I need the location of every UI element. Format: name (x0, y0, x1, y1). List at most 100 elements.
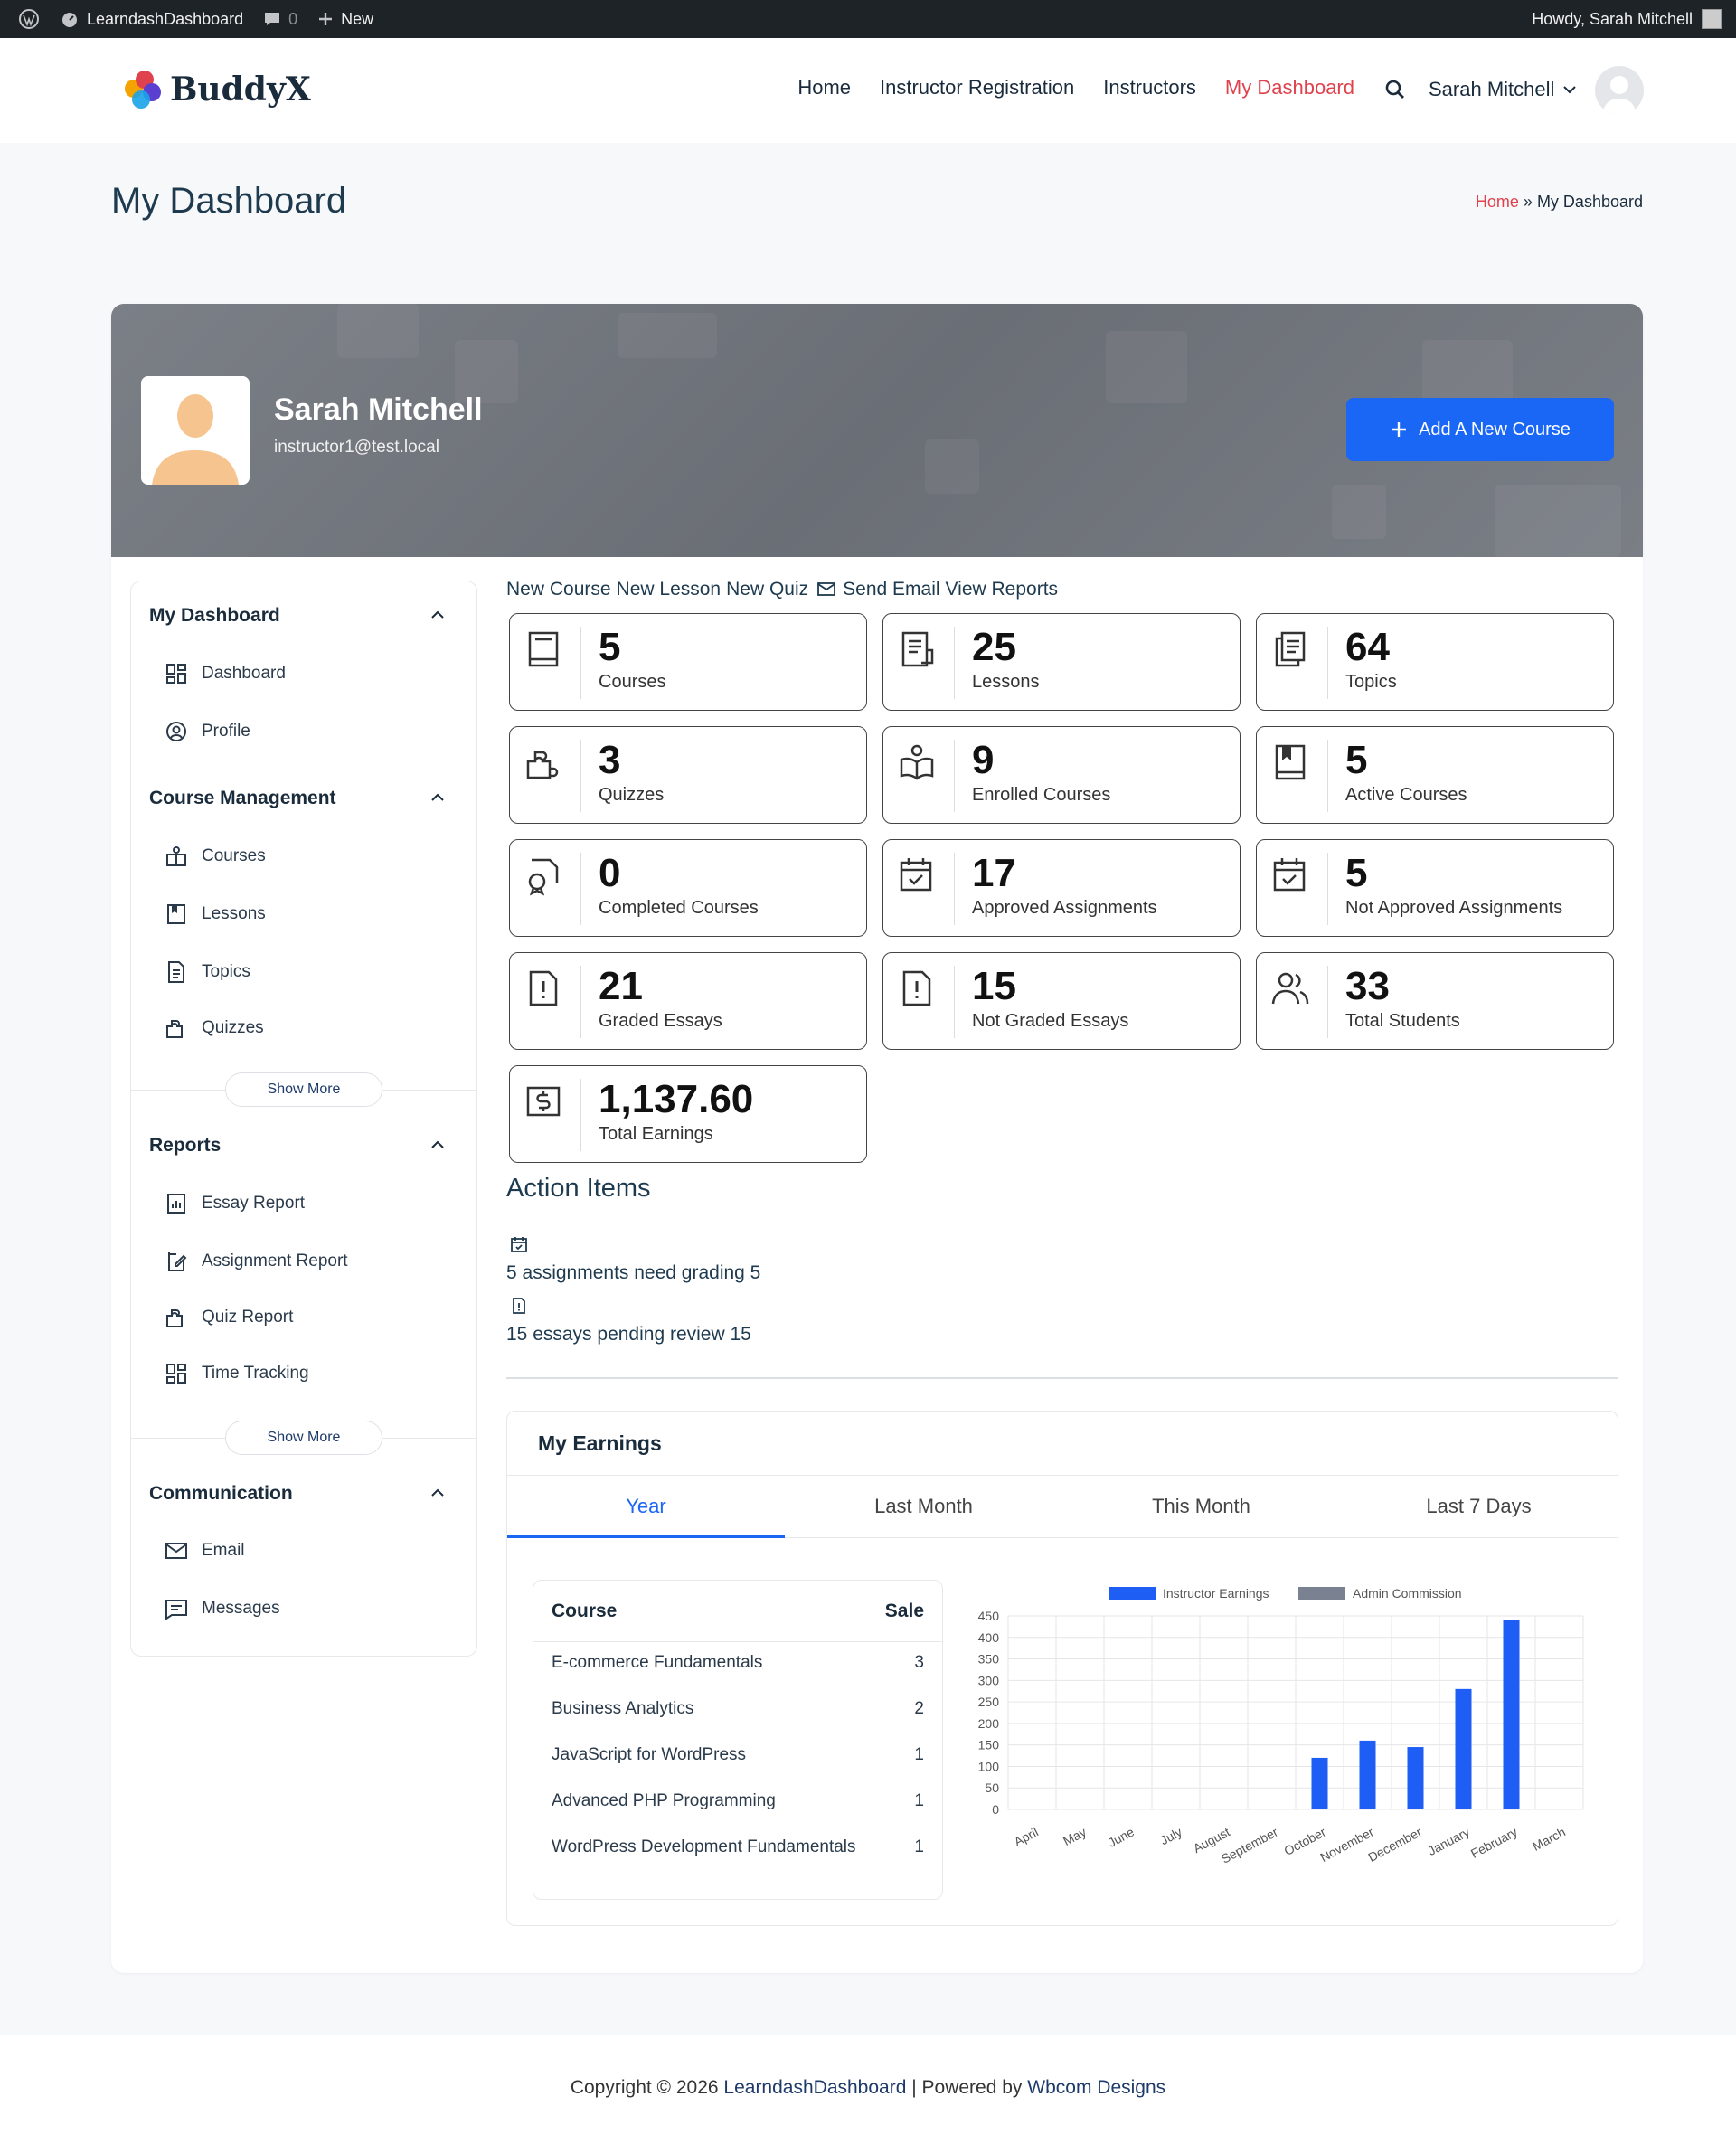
stat-value: 17 (972, 851, 1016, 895)
tab-last-7-days[interactable]: Last 7 Days (1426, 1495, 1532, 1517)
grid-icon (166, 664, 186, 684)
admin-avatar[interactable] (1702, 9, 1722, 29)
x-tick-label: March (1530, 1825, 1568, 1854)
action-item-essays[interactable]: 15 essays pending review 15 (506, 1324, 751, 1345)
puzzle-icon (526, 751, 559, 779)
stat-card-graded-essays[interactable]: 21 Graded Essays (509, 952, 867, 1050)
plus-icon (319, 13, 333, 25)
sidebar-item-courses[interactable]: Courses (164, 844, 266, 869)
nav-instructors[interactable]: Instructors (1103, 76, 1196, 99)
nav-my-dashboard[interactable]: My Dashboard (1224, 76, 1354, 99)
stat-label: Approved Assignments (972, 898, 1157, 918)
breadcrumb-current: My Dashboard (1536, 193, 1643, 211)
sidebar-item-topics[interactable]: Topics (164, 959, 250, 985)
sidebar-item-label: Quizzes (202, 1018, 264, 1037)
search-icon[interactable] (1383, 78, 1407, 101)
tab-last-month[interactable]: Last Month (874, 1495, 973, 1517)
table-row: Business Analytics 2 (533, 1699, 942, 1744)
sidebar-item-email[interactable]: Email (164, 1538, 245, 1563)
stat-card-approved-assignments[interactable]: 17 Approved Assignments (882, 839, 1241, 937)
stat-value: 5 (599, 625, 621, 669)
sidebar-item-quizzes[interactable]: Quizzes (164, 1015, 264, 1041)
stat-card-total-earnings[interactable]: 1,137.60 Total Earnings (509, 1065, 867, 1163)
sidebar-item-assignment-report[interactable]: Assignment Report (164, 1249, 348, 1274)
sidebar-item-quiz-report[interactable]: Quiz Report (164, 1305, 293, 1330)
stat-value: 3 (599, 738, 621, 782)
action-items-title: Action Items (506, 1174, 651, 1203)
footer-site-link[interactable]: LearndashDashboard (723, 2077, 907, 2098)
bookmark-book-icon (1275, 744, 1306, 780)
show-more-button[interactable]: Show More (225, 1421, 382, 1455)
course-name: JavaScript for WordPress (552, 1745, 747, 1764)
dollar-icon (526, 1086, 561, 1117)
breadcrumb-home[interactable]: Home (1475, 193, 1519, 211)
wordpress-menu[interactable] (18, 8, 40, 30)
stat-separator (580, 1079, 581, 1151)
sidebar-section-communication[interactable]: Communication (149, 1483, 293, 1504)
profile-silhouette-icon (141, 376, 250, 485)
admin-site-link[interactable]: LearndashDashboard (60, 9, 243, 29)
bar-instructor-earnings (1503, 1620, 1520, 1809)
sidebar-item-label: Quiz Report (202, 1308, 294, 1327)
stat-card-active-courses[interactable]: 5 Active Courses (1256, 726, 1614, 824)
stat-card-enrolled-courses[interactable]: 9 Enrolled Courses (882, 726, 1241, 824)
chevron-up-icon[interactable] (429, 607, 446, 623)
new-quiz-link[interactable]: New Quiz (726, 579, 809, 600)
show-more-button[interactable]: Show More (225, 1072, 382, 1107)
sidebar-item-essay-report[interactable]: Essay Report (164, 1191, 305, 1216)
stat-card-courses[interactable]: 5 Courses (509, 613, 867, 711)
new-lesson-link[interactable]: New Lesson (616, 579, 722, 600)
stat-card-not-approved-assignments[interactable]: 5 Not Approved Assignments (1256, 839, 1614, 937)
stat-card-not-graded-essays[interactable]: 15 Not Graded Essays (882, 952, 1241, 1050)
page-title: My Dashboard (111, 181, 347, 221)
add-new-course-button[interactable]: Add A New Course (1346, 398, 1614, 461)
quick-links: New Course New Lesson New Quiz Send Emai… (506, 579, 1058, 600)
sidebar-section-course-management[interactable]: Course Management (149, 788, 336, 808)
stat-card-total-students[interactable]: 33 Total Students (1256, 952, 1614, 1050)
site-logo[interactable]: BuddyX (125, 71, 311, 109)
send-email-link[interactable]: Send Email (843, 579, 940, 600)
course-name: E-commerce Fundamentals (552, 1653, 763, 1672)
earnings-tabs: Year Last Month This Month Last 7 Days (507, 1475, 1618, 1538)
chevron-up-icon[interactable] (429, 1485, 446, 1501)
sidebar-item-label: Time Tracking (202, 1364, 309, 1383)
legend-swatch (1109, 1587, 1156, 1600)
sidebar-section-reports[interactable]: Reports (149, 1135, 222, 1156)
stat-card-topics[interactable]: 64 Topics (1256, 613, 1614, 711)
action-item-assignments[interactable]: 5 assignments need grading 5 (506, 1262, 761, 1283)
new-course-link[interactable]: New Course (506, 579, 611, 600)
nav-instructor-registration[interactable]: Instructor Registration (880, 76, 1075, 99)
chevron-up-icon[interactable] (429, 1137, 446, 1153)
stat-card-quizzes[interactable]: 3 Quizzes (509, 726, 867, 824)
admin-comments[interactable]: 0 (263, 10, 297, 29)
stat-separator (1327, 966, 1328, 1038)
nav-home[interactable]: Home (797, 76, 852, 99)
bar-instructor-earnings (1311, 1757, 1328, 1809)
admin-new[interactable]: New (317, 10, 373, 29)
chevron-up-icon[interactable] (429, 789, 446, 806)
sidebar-section-my-dashboard[interactable]: My Dashboard (149, 605, 280, 626)
profile-name: Sarah Mitchell (274, 392, 483, 427)
user-avatar[interactable] (1595, 66, 1644, 115)
stat-label: Topics (1345, 672, 1397, 692)
sidebar-item-messages[interactable]: Messages (164, 1596, 280, 1621)
dashboard-gauge-icon (62, 13, 77, 27)
avatar-placeholder-icon (1602, 76, 1637, 115)
sidebar-item-dashboard[interactable]: Dashboard (164, 661, 286, 686)
stat-card-lessons[interactable]: 25 Lessons (882, 613, 1241, 711)
tab-this-month[interactable]: This Month (1152, 1495, 1250, 1517)
tab-year[interactable]: Year (507, 1476, 785, 1538)
stat-label: Total Students (1345, 1011, 1460, 1031)
footer-company-link[interactable]: Wbcom Designs (1027, 2077, 1166, 2098)
sidebar-item-time-tracking[interactable]: Time Tracking (164, 1361, 309, 1386)
table-row: Advanced PHP Programming 1 (533, 1791, 942, 1837)
course-sales-table: Course Sale E-commerce Fundamentals 3 Busi… (533, 1580, 943, 1900)
user-menu[interactable]: Sarah Mitchell (1429, 78, 1578, 101)
sidebar-item-profile[interactable]: Profile (164, 719, 250, 744)
admin-howdy[interactable]: Howdy, Sarah Mitchell (1532, 9, 1693, 28)
view-reports-link[interactable]: View Reports (945, 579, 1059, 600)
dashboard-sidebar: My Dashboard Dashboard Profile Course Ma… (130, 581, 477, 1657)
stat-label: Graded Essays (599, 1011, 722, 1031)
stat-card-completed-courses[interactable]: 0 Completed Courses (509, 839, 867, 937)
sidebar-item-lessons[interactable]: Lessons (164, 902, 266, 927)
